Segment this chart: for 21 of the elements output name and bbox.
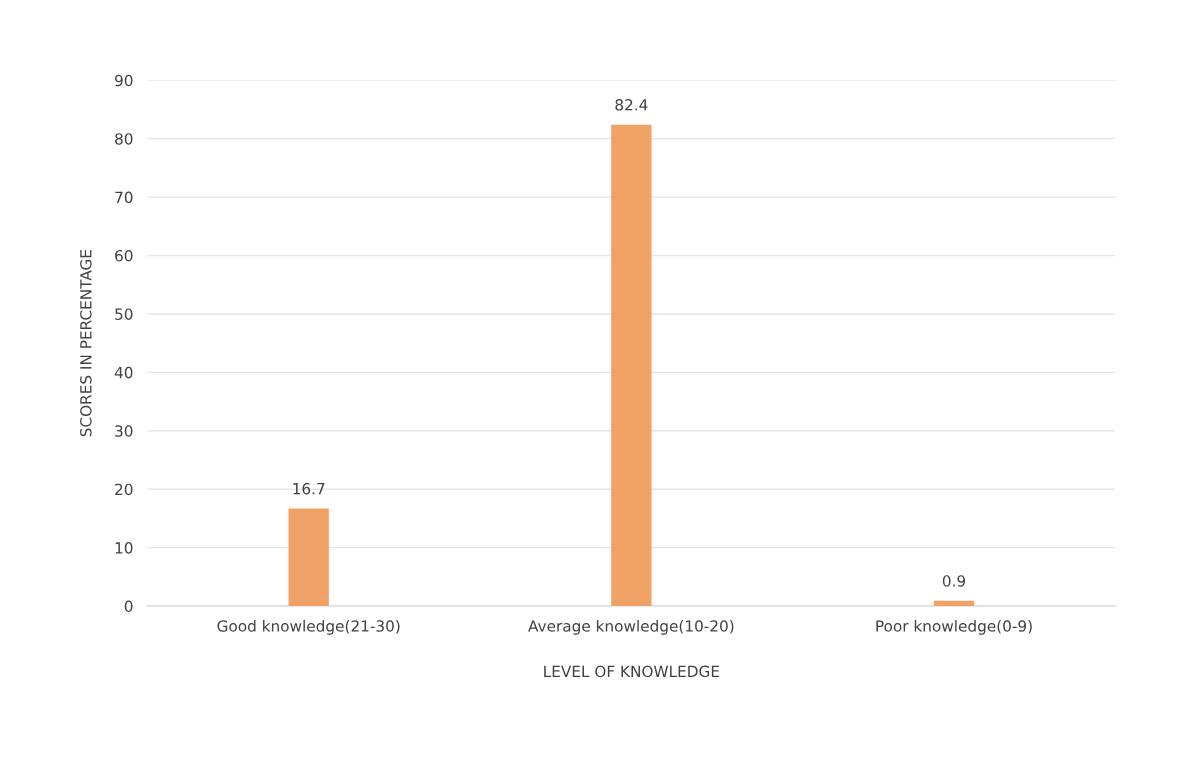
data-label: 0.9	[942, 575, 966, 587]
y-tick-label: 10	[115, 542, 133, 554]
y-tick-label: 70	[115, 191, 133, 204]
y-tick-label: 0	[124, 600, 133, 613]
x-tick-label: Good knowledge(21-30)	[217, 619, 400, 635]
data-label: 16.7	[293, 482, 325, 495]
y-axis-title: SCORES IN PERCENTAGE	[80, 249, 92, 437]
data-label: 82.4	[615, 99, 648, 111]
x-tick-label: Poor knowledge(0-9)	[876, 619, 1032, 635]
x-axis-title: LEVEL OF KNOWLEDGE	[544, 665, 720, 678]
bar	[288, 508, 329, 607]
y-tick-label: 50	[115, 308, 133, 320]
x-tick-label: Average knowledge(10-20)	[528, 619, 734, 635]
y-tick-label: 20	[115, 483, 133, 496]
y-tick-label: 40	[114, 366, 133, 379]
y-tick-label: 90	[115, 74, 133, 87]
y-tick-label: 60	[115, 249, 133, 262]
y-tick-label: 80	[115, 133, 133, 145]
bar	[933, 600, 975, 607]
y-tick-label: 30	[115, 425, 133, 437]
bar	[611, 124, 652, 607]
